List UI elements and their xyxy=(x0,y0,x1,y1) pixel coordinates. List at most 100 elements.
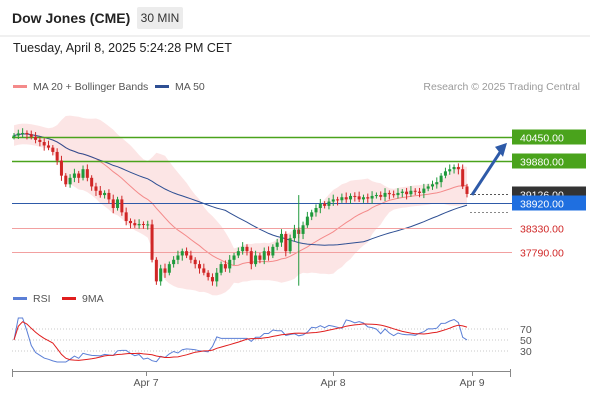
candle xyxy=(314,204,318,217)
candle xyxy=(262,247,266,265)
ma50-legend-swatch xyxy=(155,85,169,88)
candle xyxy=(94,182,98,196)
candle xyxy=(456,163,460,175)
ma50-line xyxy=(13,133,468,246)
candle xyxy=(422,183,426,199)
candle xyxy=(90,175,94,191)
price-levels xyxy=(12,136,512,253)
pivot-level-label: 38920.00 xyxy=(520,199,564,211)
candle xyxy=(172,256,176,268)
candle xyxy=(400,189,404,198)
candle xyxy=(443,167,447,179)
candle xyxy=(430,180,434,190)
candle xyxy=(392,190,396,198)
candle xyxy=(176,250,180,265)
candle xyxy=(21,128,25,138)
candle xyxy=(331,194,335,206)
candle xyxy=(38,137,42,147)
support-level-label: 38330.00 xyxy=(520,224,564,236)
candle xyxy=(210,273,214,286)
candle xyxy=(215,267,219,287)
candle xyxy=(180,248,184,261)
candle xyxy=(111,194,115,214)
resistance-level-tag xyxy=(512,153,586,169)
candle xyxy=(116,196,120,211)
candle xyxy=(254,250,258,267)
candle xyxy=(77,170,81,183)
rsi-axis-label: 50 xyxy=(520,335,532,347)
forecast-arrow xyxy=(470,142,507,196)
resistance-level-label: 39880.00 xyxy=(520,157,564,169)
candle xyxy=(81,165,85,181)
candle xyxy=(452,164,456,174)
candle xyxy=(305,211,309,228)
candle xyxy=(198,260,202,274)
candle xyxy=(366,193,370,203)
rsi-legend: RSI 9MA xyxy=(13,293,104,305)
candle xyxy=(396,188,400,199)
credit-text: Research © 2025 Trading Central xyxy=(423,81,580,93)
candle xyxy=(279,229,283,247)
candle xyxy=(167,261,171,276)
forecast-arrow-head xyxy=(495,142,507,157)
candle xyxy=(128,218,132,229)
timeframe-badge[interactable]: 30 MIN xyxy=(137,7,183,29)
candle xyxy=(357,191,361,202)
candle xyxy=(292,224,296,242)
level-labels: 40450.0039880.0039126.0038920.0038330.00… xyxy=(512,129,586,260)
candle xyxy=(150,219,154,263)
candle xyxy=(370,191,374,204)
candle xyxy=(68,174,72,188)
candle xyxy=(228,255,232,273)
candle xyxy=(448,164,452,175)
rsi-ma-legend-swatch xyxy=(62,297,76,300)
candle xyxy=(219,261,223,276)
candle xyxy=(418,187,422,198)
candle xyxy=(16,129,20,139)
candle xyxy=(193,257,197,269)
candle xyxy=(353,192,357,202)
x-axis: Apr 7 Apr 8 Apr 9 xyxy=(12,369,511,389)
candle xyxy=(288,234,292,254)
candle xyxy=(241,242,245,255)
candle xyxy=(98,186,102,198)
candle xyxy=(310,209,314,221)
candle xyxy=(206,270,210,281)
candle xyxy=(426,183,430,192)
candle xyxy=(47,140,51,151)
candle xyxy=(154,257,158,285)
candle xyxy=(405,187,409,200)
candle xyxy=(133,219,137,228)
ma50-legend-label: MA 50 xyxy=(175,81,205,93)
rsi-axis-label: 70 xyxy=(520,324,532,336)
candle xyxy=(185,247,189,259)
candle xyxy=(344,192,348,203)
candle xyxy=(85,164,89,182)
legend: MA 20 + Bollinger Bands MA 50 Research ©… xyxy=(13,81,580,93)
candle xyxy=(189,250,193,264)
pivot-level-tag xyxy=(512,195,586,211)
ma20-legend-label: MA 20 + Bollinger Bands xyxy=(33,81,148,93)
x-tick-label: Apr 7 xyxy=(133,377,158,389)
candle xyxy=(249,247,253,270)
rsi-ma-legend-label: 9MA xyxy=(82,293,104,305)
candle xyxy=(327,197,331,210)
candle xyxy=(336,196,340,206)
candle xyxy=(361,194,365,203)
timestamp: Tuesday, April 8, 2025 5:24:28 PM CET xyxy=(13,41,232,55)
candle xyxy=(461,164,465,190)
candle xyxy=(223,260,227,272)
candle xyxy=(34,132,38,144)
candle xyxy=(409,186,413,197)
candle xyxy=(284,231,288,257)
candle xyxy=(107,189,111,204)
candle xyxy=(137,219,141,229)
resistance-level-tag xyxy=(512,129,586,145)
rsi-ma-line xyxy=(13,321,468,361)
candle xyxy=(387,190,391,200)
rsi-line xyxy=(13,317,468,363)
instrument-title: Dow Jones (CME) xyxy=(12,10,131,26)
candle xyxy=(340,193,344,203)
candle xyxy=(146,220,150,230)
